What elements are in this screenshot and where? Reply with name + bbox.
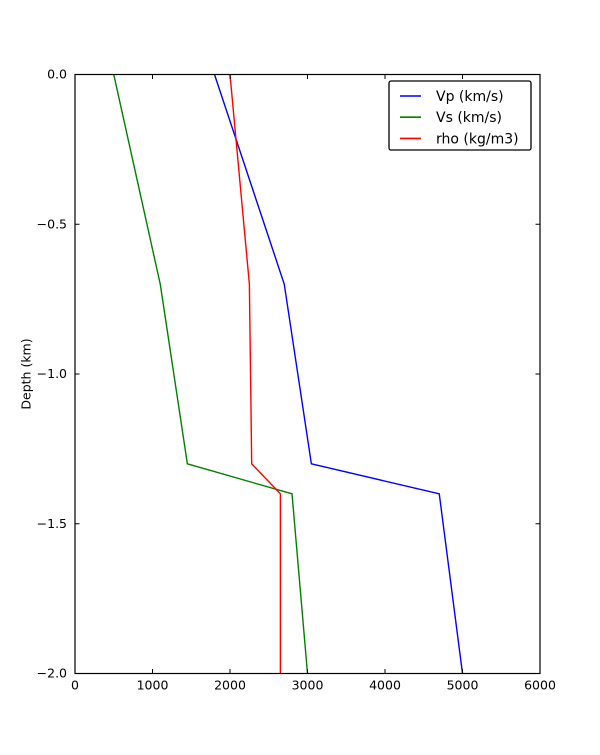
series-lines	[113, 74, 464, 674]
y-tick-label: −1.5	[37, 516, 67, 531]
x-tick-label: 5000	[447, 678, 479, 693]
axes-frame	[74, 73, 541, 675]
x-tick-label: 2000	[214, 678, 246, 693]
legend: Vp (km/s) Vs (km/s) rho (kg/m3)	[388, 80, 532, 151]
x-tick-label: 6000	[524, 678, 556, 693]
x-tick-label: 0	[71, 678, 79, 693]
x-tick-label: 4000	[369, 678, 401, 693]
y-tick-label: −1.0	[37, 366, 67, 381]
legend-label: Vs (km/s)	[436, 110, 502, 126]
series-line-vp	[213, 74, 464, 674]
y-tick-label: −0.5	[37, 216, 67, 231]
x-tick-label: 3000	[292, 678, 324, 693]
y-tick-label: 0.0	[47, 67, 67, 82]
x-axis: 0 1000 2000 3000 4000 5000 6000	[71, 74, 556, 693]
x-tick-label: 1000	[137, 678, 169, 693]
plot-border	[74, 73, 541, 675]
series-line-vs	[113, 74, 309, 674]
legend-label: Vp (km/s)	[436, 89, 504, 105]
series-line-rho	[229, 74, 282, 674]
y-tick-label: −2.0	[37, 666, 67, 681]
y-axis-label: Depth (km)	[19, 338, 34, 409]
y-axis: 0.0 −0.5 −1.0 −1.5 −2.0	[37, 67, 540, 681]
legend-label: rho (kg/m3)	[436, 131, 519, 147]
legend-box	[388, 80, 532, 151]
